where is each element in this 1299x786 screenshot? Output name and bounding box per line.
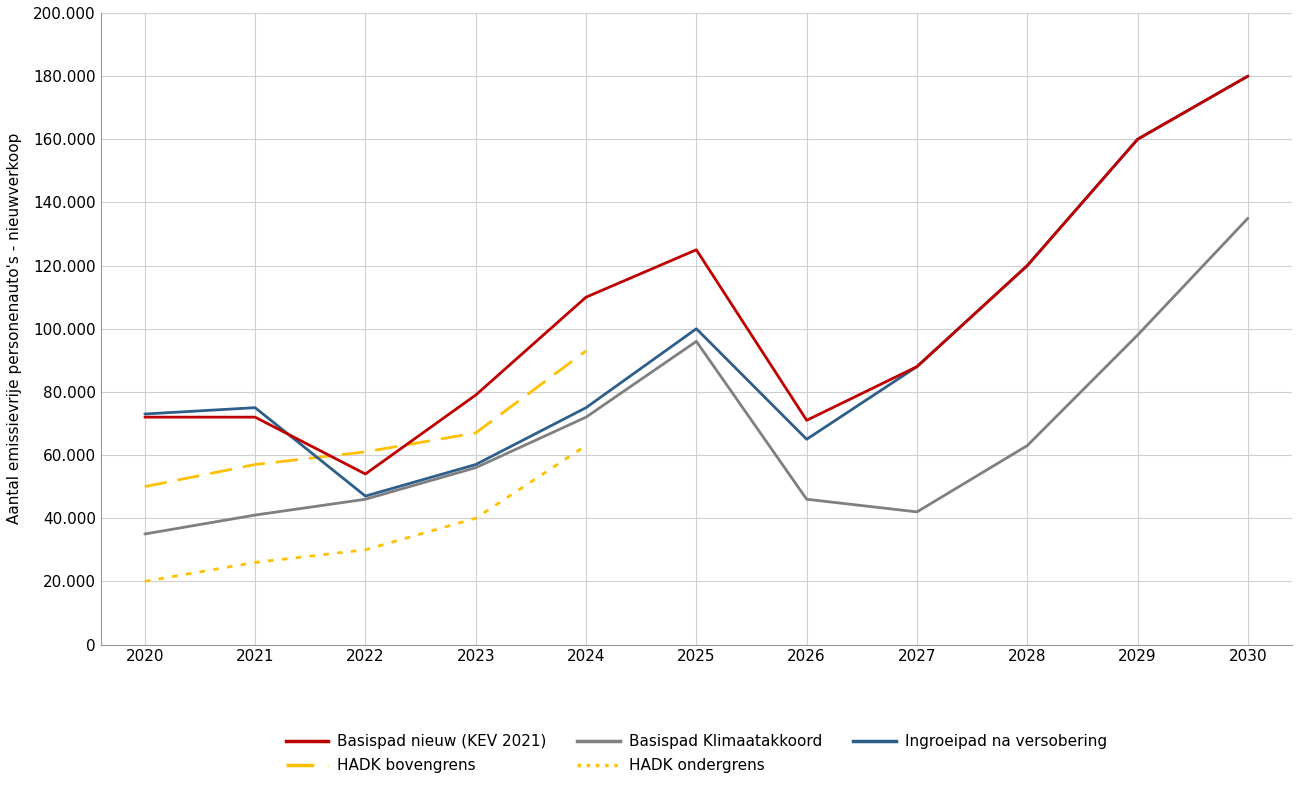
Legend: Basispad nieuw (KEV 2021), HADK bovengrens, Basispad Klimaatakkoord, HADK onderg: Basispad nieuw (KEV 2021), HADK bovengre… <box>286 734 1107 773</box>
Y-axis label: Aantal emissievrije personenauto's - nieuwverkoop: Aantal emissievrije personenauto's - nie… <box>6 133 22 524</box>
